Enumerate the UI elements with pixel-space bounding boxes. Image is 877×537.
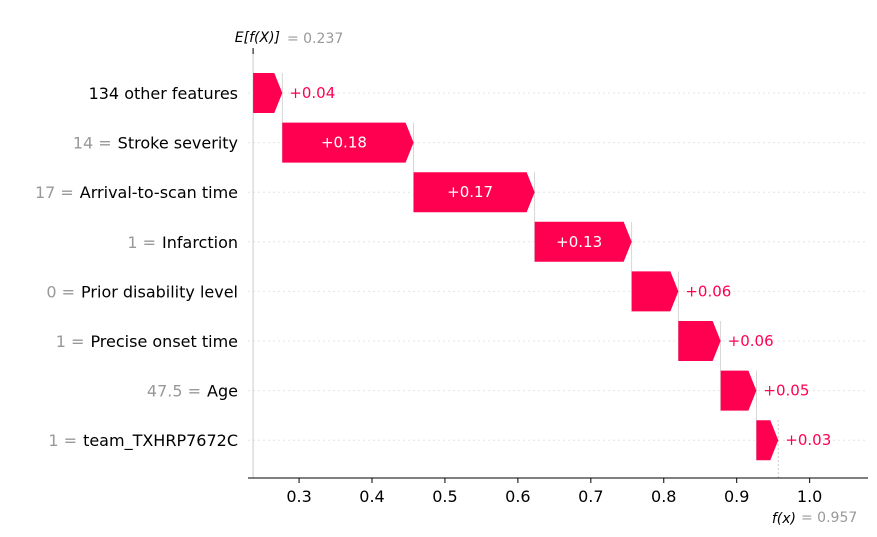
contribution-label: +0.13 xyxy=(556,233,602,251)
feature-name: Precise onset time xyxy=(90,332,238,351)
feature-labels: 134 other features Stroke severity 14 = Arr… xyxy=(35,84,238,451)
feature-value: 1 = xyxy=(48,431,77,450)
x-tick-label: 0.4 xyxy=(359,487,384,506)
annotations: E[f(X)] = 0.237 f(x) = 0.957 xyxy=(235,30,857,527)
x-tick-label: 0.6 xyxy=(505,487,530,506)
feature-name: Infarction xyxy=(162,233,238,252)
contribution-label: +0.03 xyxy=(785,431,831,449)
bar-5 xyxy=(631,271,679,312)
feature-name: Arrival-to-scan time xyxy=(80,183,238,202)
bars: +0.04 +0.18 +0.17 +0.13 +0.06 +0.06 +0.05 +0.03 xyxy=(253,73,831,461)
feature-name: Stroke severity xyxy=(118,134,238,153)
feature-name: team_TXHRP7672C xyxy=(83,431,238,451)
x-axis: 0.3 0.4 0.5 0.6 0.7 0.8 0.9 1.0 xyxy=(248,48,868,506)
contribution-label: +0.06 xyxy=(685,282,731,300)
bar-2 xyxy=(282,122,414,163)
output-value-text: = 0.957 xyxy=(801,510,857,526)
contribution-label: +0.04 xyxy=(289,84,335,102)
output-value-label: f(x) xyxy=(772,511,796,527)
contribution-label: +0.17 xyxy=(447,183,493,201)
contribution-label: +0.06 xyxy=(728,332,774,350)
feature-value: 0 = xyxy=(46,282,75,301)
bar-6 xyxy=(678,321,721,361)
feature-name: Age xyxy=(207,382,238,401)
bar-1 xyxy=(253,73,283,113)
contribution-label: +0.05 xyxy=(763,382,809,400)
feature-value: 14 = xyxy=(73,134,112,153)
x-tick-label: 0.3 xyxy=(286,487,311,506)
base-value-label: E[f(X)] xyxy=(235,30,280,46)
x-tick-label: 0.9 xyxy=(724,487,749,506)
x-tick-label: 1.0 xyxy=(797,487,822,506)
feature-name: Prior disability level xyxy=(81,282,238,301)
x-tick-label: 0.8 xyxy=(651,487,676,506)
contribution-label: +0.18 xyxy=(321,134,367,152)
feature-name: 134 other features xyxy=(89,84,238,103)
bar-7 xyxy=(720,370,757,411)
feature-value: 17 = xyxy=(35,183,74,202)
x-tick-label: 0.7 xyxy=(578,487,603,506)
feature-value: 1 = xyxy=(56,332,85,351)
bar-8 xyxy=(756,420,779,461)
x-tick-label: 0.5 xyxy=(432,487,457,506)
feature-value: 1 = xyxy=(127,233,156,252)
bar-4 xyxy=(534,221,632,262)
feature-value: 47.5 = xyxy=(147,382,201,401)
guide-lines xyxy=(252,52,779,478)
bar-3 xyxy=(413,172,535,213)
base-value-text: = 0.237 xyxy=(287,31,343,47)
